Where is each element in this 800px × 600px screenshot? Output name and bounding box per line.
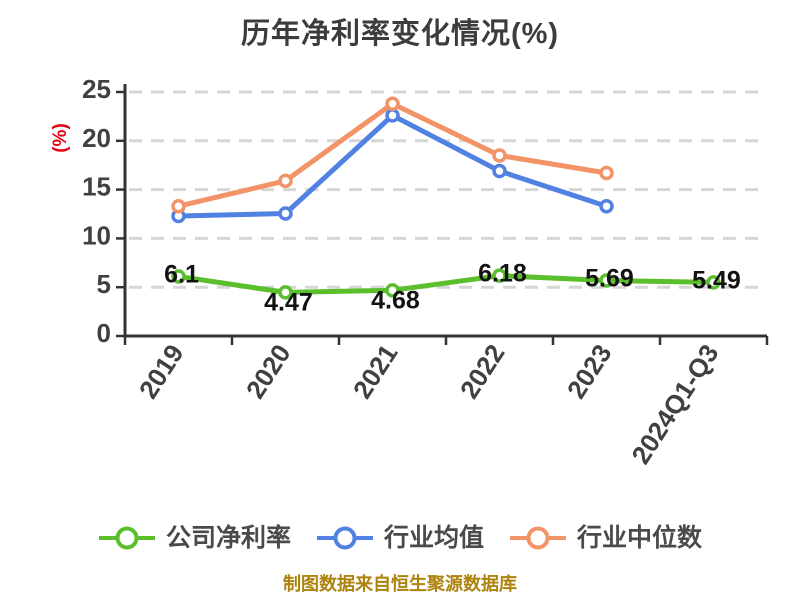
data-point-series-0	[492, 268, 507, 283]
y-axis-label: 20	[82, 123, 111, 153]
chart-title: 历年净利率变化情况(%)	[240, 18, 560, 50]
data-point-series-2	[385, 96, 400, 111]
data-point-series-0	[385, 283, 400, 298]
legend-item-industry-average[interactable]: 行业均值	[316, 524, 484, 552]
legend: 公司净利率 行业均值 行业中位数	[0, 524, 800, 552]
data-label: 6.18	[478, 260, 527, 288]
data-point-series-2	[492, 148, 507, 163]
y-axis-label: 5	[97, 269, 111, 299]
y-axis-label: 15	[82, 172, 111, 202]
data-point-series-0	[706, 275, 721, 290]
x-axis-label: 2022	[454, 339, 511, 404]
x-axis-label: 2024Q1-Q3	[625, 339, 724, 469]
y-axis-label: 0	[97, 318, 111, 348]
data-point-series-1	[278, 206, 293, 221]
data-point-series-1	[599, 198, 614, 214]
series-line-0	[176, 273, 716, 295]
legend-label: 公司净利率	[165, 523, 291, 552]
legend-item-industry-median[interactable]: 行业中位数	[509, 524, 702, 552]
legend-marker-line-circle-icon	[510, 526, 566, 550]
x-axis-label: 2020	[240, 339, 297, 404]
series-line-1	[176, 112, 609, 219]
data-label: 5.49	[692, 266, 741, 294]
data-point-series-0	[278, 285, 293, 300]
data-label: 4.47	[264, 288, 313, 316]
data-point-series-0	[599, 273, 614, 288]
legend-item-company-net-margin[interactable]: 公司净利率	[98, 524, 291, 552]
legend-label: 行业中位数	[577, 523, 703, 552]
data-point-series-2	[278, 173, 293, 189]
data-point-series-2	[171, 198, 186, 214]
data-label: 6.1	[164, 260, 199, 288]
data-point-series-1	[492, 163, 507, 179]
x-axis-label: 2023	[561, 339, 618, 404]
data-point-series-1	[385, 108, 400, 123]
x-axis-label: 2019	[133, 339, 190, 404]
legend-marker-line-circle-icon	[98, 526, 155, 550]
data-label: 5.69	[585, 264, 634, 292]
legend-label: 行业均值	[383, 523, 484, 552]
x-axis-label: 2021	[347, 339, 404, 404]
y-axis-unit-label: (%)	[50, 123, 71, 153]
data-source-caption: 制图数据来自恒生聚源数据库	[283, 574, 517, 594]
legend-marker-line-circle-icon	[316, 526, 373, 550]
data-label: 4.68	[371, 286, 420, 314]
y-axis-label: 10	[82, 220, 111, 250]
data-point-series-2	[599, 165, 614, 181]
data-point-series-0	[171, 269, 186, 284]
y-axis-label: 25	[82, 74, 111, 104]
